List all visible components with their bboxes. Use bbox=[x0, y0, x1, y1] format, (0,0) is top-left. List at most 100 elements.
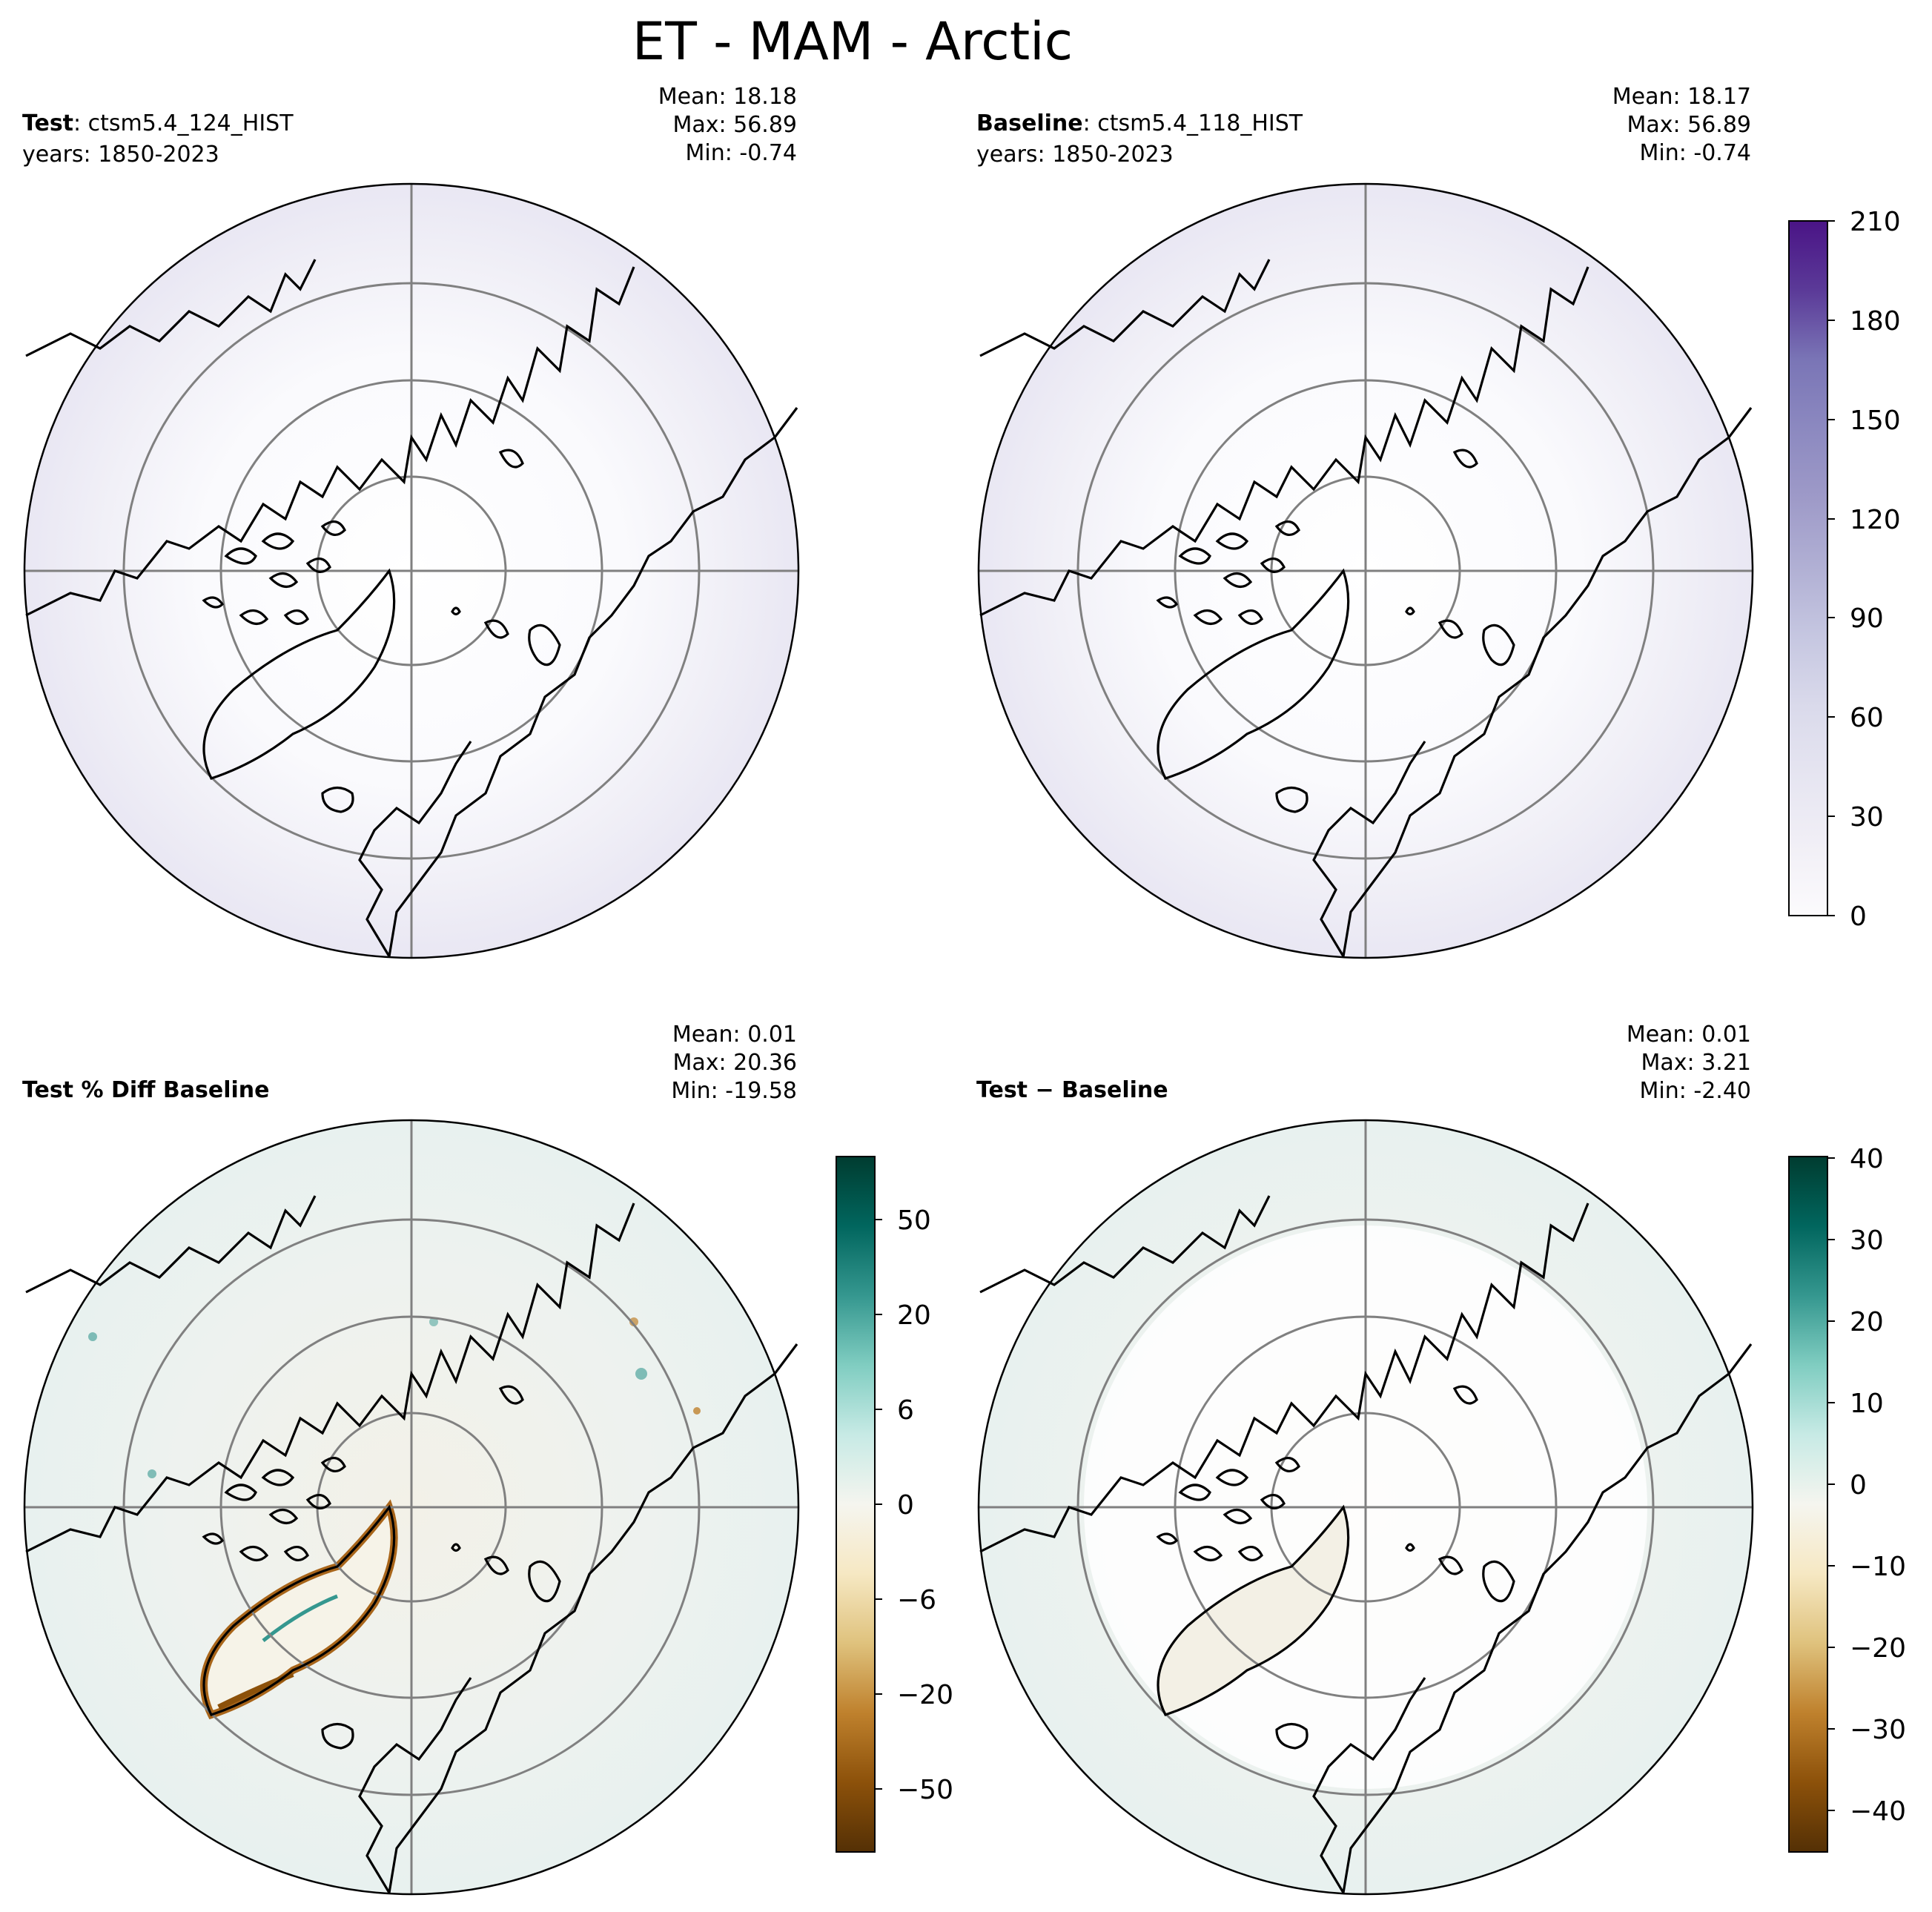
colorbar-pct-bar bbox=[836, 1156, 876, 1853]
colorbar-diff-ticks: 40 30 20 10 0 −10 −20 −30 −40 bbox=[1827, 1144, 1906, 1827]
panel-baseline-stat-min: Min: -0.74 bbox=[1640, 140, 1752, 166]
panel-baseline-label-rest: : ctsm5.4_118_HIST bbox=[1083, 110, 1303, 136]
cb-diff-tick-label: −20 bbox=[1850, 1633, 1906, 1664]
cb-diff-tick-label: 0 bbox=[1850, 1470, 1867, 1501]
cb-diff-tick-label: 20 bbox=[1850, 1307, 1884, 1337]
panel-diff-map bbox=[977, 1119, 1754, 1896]
cb-diff-tick-minus30: −30 bbox=[1827, 1715, 1906, 1745]
graticule bbox=[24, 1120, 798, 1894]
anomaly-spot bbox=[429, 1317, 438, 1326]
cb-abs-tick-180: 180 bbox=[1827, 306, 1901, 337]
colorbar-diff: 40 30 20 10 0 −10 −20 −30 −40 bbox=[1788, 1144, 1906, 1853]
panel-baseline-label: Baseline: ctsm5.4_118_HIST bbox=[976, 110, 1303, 136]
cb-pct-tick-minus20: −20 bbox=[875, 1680, 953, 1710]
cb-pct-tick-label: 20 bbox=[897, 1300, 931, 1331]
panel-pct-diff-stat-max: Max: 20.36 bbox=[672, 1050, 797, 1076]
panel-baseline-stat-max: Max: 56.89 bbox=[1627, 112, 1751, 138]
anomaly-spot bbox=[629, 1317, 638, 1326]
graticule bbox=[979, 184, 1753, 958]
cb-abs-tick-0: 0 bbox=[1827, 902, 1867, 932]
panel-pct-diff-stat-min: Min: -19.58 bbox=[671, 1078, 797, 1104]
cb-abs-tick-30: 30 bbox=[1827, 802, 1884, 833]
panel-test-years: years: 1850-2023 bbox=[22, 142, 219, 168]
panel-test-label: Test: ctsm5.4_124_HIST bbox=[22, 110, 294, 136]
cb-diff-tick-label: −40 bbox=[1850, 1796, 1906, 1827]
panel-pct-diff: Test % Diff Baseline Mean: 0.01 Max: 20.… bbox=[22, 1022, 800, 1896]
colorbar-abs-bar bbox=[1788, 220, 1828, 916]
figure-title: ET - MAM - Arctic bbox=[632, 11, 1073, 72]
panel-pct-diff-label: Test % Diff Baseline bbox=[22, 1077, 270, 1103]
colorbar-abs: 210 180 150 120 90 60 30 0 bbox=[1788, 207, 1901, 932]
cb-diff-tick-label: 10 bbox=[1850, 1389, 1884, 1419]
panel-diff-stat-mean: Mean: 0.01 bbox=[1627, 1022, 1751, 1048]
colorbar-pct: 50 20 6 0 −6 −20 −50 bbox=[836, 1156, 953, 1853]
cb-pct-tick-50: 50 bbox=[875, 1205, 931, 1236]
panel-diff: Test − Baseline Mean: 0.01 Max: 3.21 Min… bbox=[976, 1022, 1754, 1896]
graticule bbox=[24, 184, 798, 958]
cb-pct-tick-label: −50 bbox=[897, 1775, 953, 1805]
map-boundary bbox=[23, 1119, 800, 1896]
panel-baseline: Baseline: ctsm5.4_118_HIST years: 1850-2… bbox=[976, 84, 1754, 959]
cb-pct-tick-label: 0 bbox=[897, 1490, 914, 1521]
cb-abs-tick-120: 120 bbox=[1827, 505, 1901, 535]
cb-pct-tick-label: −20 bbox=[897, 1680, 953, 1710]
cb-abs-tick-label: 120 bbox=[1850, 505, 1901, 535]
cb-abs-tick-60: 60 bbox=[1827, 703, 1884, 733]
map-boundary bbox=[23, 182, 800, 959]
panel-diff-stat-max: Max: 3.21 bbox=[1641, 1050, 1751, 1076]
cb-pct-tick-6: 6 bbox=[875, 1395, 914, 1426]
colorbar-abs-ticks: 210 180 150 120 90 60 30 0 bbox=[1827, 207, 1901, 932]
greenland-fill bbox=[1158, 1507, 1349, 1715]
map-boundary bbox=[977, 182, 1754, 959]
cb-diff-tick-label: −10 bbox=[1850, 1552, 1906, 1582]
panel-test-stat-min: Min: -0.74 bbox=[686, 140, 798, 166]
cb-pct-tick-minus50: −50 bbox=[875, 1775, 953, 1805]
panel-test-label-bold: Test bbox=[22, 110, 73, 136]
anomaly-spot bbox=[635, 1368, 647, 1380]
panel-baseline-years: years: 1850-2023 bbox=[976, 142, 1174, 168]
colorbar-pct-ticks: 50 20 6 0 −6 −20 −50 bbox=[875, 1205, 953, 1805]
cb-abs-tick-label: 210 bbox=[1850, 207, 1901, 237]
cb-abs-tick-label: 150 bbox=[1850, 406, 1901, 436]
panel-baseline-map bbox=[977, 182, 1754, 959]
panel-baseline-stat-mean: Mean: 18.17 bbox=[1612, 84, 1751, 110]
cb-diff-tick-label: −30 bbox=[1850, 1715, 1906, 1745]
cb-diff-tick-label: 40 bbox=[1850, 1144, 1884, 1174]
cb-pct-tick-label: 50 bbox=[897, 1205, 931, 1236]
panel-test-stat-max: Max: 56.89 bbox=[672, 112, 797, 138]
map-boundary bbox=[977, 1119, 1754, 1896]
graticule bbox=[979, 1120, 1753, 1894]
colorbar-diff-bar bbox=[1788, 1156, 1828, 1853]
cb-diff-tick-label: 30 bbox=[1850, 1225, 1884, 1256]
anomaly-spot bbox=[693, 1407, 701, 1415]
cb-diff-tick-0: 0 bbox=[1827, 1470, 1867, 1501]
panel-test-stat-mean: Mean: 18.18 bbox=[658, 84, 797, 110]
cb-abs-tick-210: 210 bbox=[1827, 207, 1901, 237]
panel-diff-label: Test − Baseline bbox=[976, 1077, 1168, 1103]
cb-diff-tick-20: 20 bbox=[1827, 1307, 1884, 1337]
cb-pct-tick-20: 20 bbox=[875, 1300, 931, 1331]
cb-diff-tick-40: 40 bbox=[1827, 1144, 1884, 1174]
cb-diff-tick-minus40: −40 bbox=[1827, 1796, 1906, 1827]
anomaly-spot bbox=[88, 1332, 97, 1341]
cb-abs-tick-label: 180 bbox=[1850, 306, 1901, 337]
cb-abs-tick-90: 90 bbox=[1827, 603, 1884, 634]
panel-pct-diff-stat-mean: Mean: 0.01 bbox=[672, 1022, 797, 1048]
cb-diff-tick-minus20: −20 bbox=[1827, 1633, 1906, 1664]
cb-abs-tick-label: 60 bbox=[1850, 703, 1884, 733]
panel-baseline-label-bold: Baseline bbox=[976, 110, 1083, 136]
cb-abs-tick-label: 30 bbox=[1850, 802, 1884, 833]
panel-diff-stat-min: Min: -2.40 bbox=[1640, 1078, 1752, 1104]
cb-pct-tick-label: −6 bbox=[897, 1585, 936, 1615]
cb-pct-tick-label: 6 bbox=[897, 1395, 914, 1426]
anomaly-spot bbox=[148, 1469, 156, 1478]
panel-test: Test: ctsm5.4_124_HIST years: 1850-2023 … bbox=[22, 84, 800, 959]
cb-abs-tick-label: 90 bbox=[1850, 603, 1884, 634]
panel-pct-diff-map bbox=[23, 1119, 800, 1896]
panel-test-label-rest: : ctsm5.4_124_HIST bbox=[73, 110, 294, 136]
cb-diff-tick-minus10: −10 bbox=[1827, 1552, 1906, 1582]
cb-abs-tick-150: 150 bbox=[1827, 406, 1901, 436]
cb-diff-tick-30: 30 bbox=[1827, 1225, 1884, 1256]
cb-diff-tick-10: 10 bbox=[1827, 1389, 1884, 1419]
